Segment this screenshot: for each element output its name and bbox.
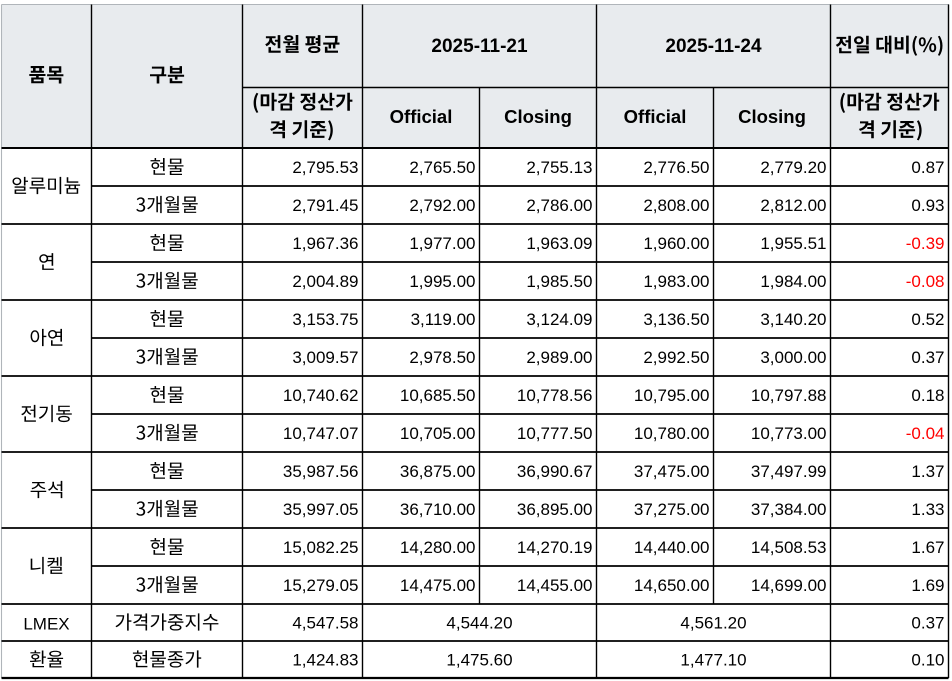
svg-text:1.67: 1.67	[911, 538, 944, 557]
svg-text:4,544.20: 4,544.20	[446, 614, 512, 633]
svg-text:35,987.56: 35,987.56	[283, 462, 359, 481]
svg-text:1,963.09: 1,963.09	[526, 234, 592, 253]
svg-text:-0.39: -0.39	[906, 234, 945, 253]
svg-text:14,475.00: 14,475.00	[400, 576, 476, 595]
svg-text:0.37: 0.37	[911, 614, 944, 633]
svg-text:10,778.56: 10,778.56	[517, 386, 593, 405]
svg-text:Closing: Closing	[504, 106, 572, 127]
svg-text:14,270.19: 14,270.19	[517, 538, 593, 557]
svg-text:2,795.53: 2,795.53	[292, 158, 358, 177]
svg-text:10,685.50: 10,685.50	[400, 386, 476, 405]
svg-text:36,990.67: 36,990.67	[517, 462, 593, 481]
svg-text:14,440.00: 14,440.00	[634, 538, 710, 557]
svg-text:3,136.50: 3,136.50	[643, 310, 709, 329]
svg-text:1,983.00: 1,983.00	[643, 272, 709, 291]
svg-text:2,786.00: 2,786.00	[526, 196, 592, 215]
svg-text:2,779.20: 2,779.20	[760, 158, 826, 177]
svg-text:1,984.00: 1,984.00	[760, 272, 826, 291]
svg-text:1,424.83: 1,424.83	[292, 651, 358, 670]
svg-text:3,119.00: 3,119.00	[411, 310, 476, 329]
svg-text:0.52: 0.52	[911, 310, 944, 329]
svg-text:2,791.45: 2,791.45	[292, 196, 358, 215]
svg-text:14,280.00: 14,280.00	[400, 538, 476, 557]
svg-text:1,985.50: 1,985.50	[526, 272, 592, 291]
svg-text:3,153.75: 3,153.75	[292, 310, 358, 329]
svg-text:10,795.00: 10,795.00	[634, 386, 710, 405]
svg-text:Closing: Closing	[738, 106, 806, 127]
svg-text:3,124.09: 3,124.09	[526, 310, 592, 329]
svg-text:2,978.50: 2,978.50	[409, 348, 475, 367]
svg-text:10,773.00: 10,773.00	[751, 424, 827, 443]
svg-text:14,699.00: 14,699.00	[751, 576, 827, 595]
svg-text:10,705.00: 10,705.00	[400, 424, 476, 443]
svg-text:4,547.58: 4,547.58	[292, 614, 358, 633]
svg-text:2,989.00: 2,989.00	[526, 348, 592, 367]
svg-text:LMEX: LMEX	[23, 615, 69, 634]
svg-text:1,977.00: 1,977.00	[409, 234, 475, 253]
svg-text:14,650.00: 14,650.00	[634, 576, 710, 595]
svg-text:2,812.00: 2,812.00	[760, 196, 826, 215]
svg-text:1,995.00: 1,995.00	[409, 272, 475, 291]
svg-text:-0.04: -0.04	[906, 424, 945, 443]
svg-text:2,808.00: 2,808.00	[643, 196, 709, 215]
svg-text:2,992.50: 2,992.50	[643, 348, 709, 367]
svg-text:2,765.50: 2,765.50	[409, 158, 475, 177]
svg-text:1,477.10: 1,477.10	[680, 651, 746, 670]
svg-text:2,792.00: 2,792.00	[409, 196, 475, 215]
svg-text:10,780.00: 10,780.00	[634, 424, 710, 443]
svg-text:0.87: 0.87	[911, 158, 944, 177]
svg-text:1,475.60: 1,475.60	[446, 651, 512, 670]
svg-text:36,895.00: 36,895.00	[517, 500, 593, 519]
svg-text:37,475.00: 37,475.00	[634, 462, 710, 481]
svg-text:4,561.20: 4,561.20	[680, 614, 746, 633]
svg-text:35,997.05: 35,997.05	[283, 500, 359, 519]
svg-text:37,275.00: 37,275.00	[634, 500, 710, 519]
svg-text:36,875.00: 36,875.00	[400, 462, 476, 481]
svg-text:3,140.20: 3,140.20	[760, 310, 826, 329]
svg-text:Official: Official	[390, 106, 453, 127]
svg-text:0.18: 0.18	[911, 386, 944, 405]
svg-text:37,497.99: 37,497.99	[751, 462, 827, 481]
svg-text:3,000.00: 3,000.00	[760, 348, 826, 367]
svg-text:1,955.51: 1,955.51	[760, 234, 826, 253]
svg-text:10,747.07: 10,747.07	[283, 424, 359, 443]
svg-text:10,777.50: 10,777.50	[517, 424, 593, 443]
svg-text:2,755.13: 2,755.13	[526, 158, 592, 177]
svg-text:14,455.00: 14,455.00	[517, 576, 593, 595]
svg-text:1,967.36: 1,967.36	[292, 234, 358, 253]
svg-text:2,004.89: 2,004.89	[292, 272, 358, 291]
svg-text:37,384.00: 37,384.00	[751, 500, 827, 519]
svg-text:-0.08: -0.08	[906, 272, 945, 291]
svg-text:2025-11-21: 2025-11-21	[431, 36, 528, 57]
svg-text:1,960.00: 1,960.00	[643, 234, 709, 253]
svg-text:1.69: 1.69	[911, 576, 944, 595]
svg-text:10,797.88: 10,797.88	[751, 386, 827, 405]
svg-text:0.93: 0.93	[911, 196, 944, 215]
svg-text:15,279.05: 15,279.05	[283, 576, 359, 595]
svg-text:3,009.57: 3,009.57	[292, 348, 358, 367]
svg-text:Official: Official	[624, 106, 687, 127]
svg-text:0.10: 0.10	[911, 651, 944, 670]
svg-text:1.37: 1.37	[911, 462, 944, 481]
svg-text:14,508.53: 14,508.53	[751, 538, 827, 557]
svg-text:15,082.25: 15,082.25	[283, 538, 359, 557]
svg-text:2,776.50: 2,776.50	[643, 158, 709, 177]
svg-text:0.37: 0.37	[911, 348, 944, 367]
svg-text:1.33: 1.33	[911, 500, 944, 519]
svg-text:2025-11-24: 2025-11-24	[665, 36, 762, 57]
svg-text:36,710.00: 36,710.00	[400, 500, 476, 519]
svg-text:10,740.62: 10,740.62	[283, 386, 359, 405]
